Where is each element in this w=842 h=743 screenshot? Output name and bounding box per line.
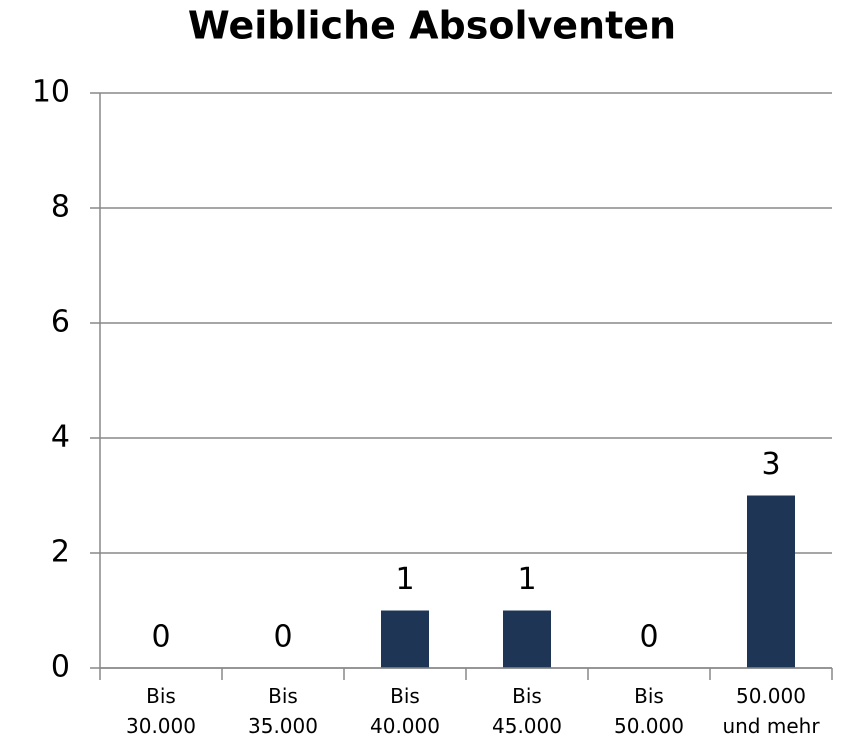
bar [381,610,429,668]
value-label: 0 [639,620,658,655]
y-tick-label: 6 [51,305,70,340]
value-label: 1 [395,562,414,597]
x-tick-label: Bis 50.000 [614,684,684,738]
value-label: 0 [151,620,170,655]
x-tick-label: Bis 35.000 [248,684,318,738]
y-tick-label: 0 [51,650,70,685]
y-tick-label: 10 [32,75,70,110]
chart-title: Weibliche Absolventen [188,4,676,48]
y-tick-label: 4 [51,420,70,455]
y-tick-label: 8 [51,190,70,225]
x-tick-label: Bis 30.000 [126,684,196,738]
x-tick-label: Bis 45.000 [492,684,562,738]
bar [503,610,551,668]
x-tick-label: 50.000 und mehr [722,684,820,738]
y-tick-label: 2 [51,535,70,570]
x-tick-label: Bis 40.000 [370,684,440,738]
bar [747,495,795,668]
value-label: 0 [273,620,292,655]
value-label: 3 [761,447,780,482]
value-label: 1 [517,562,536,597]
